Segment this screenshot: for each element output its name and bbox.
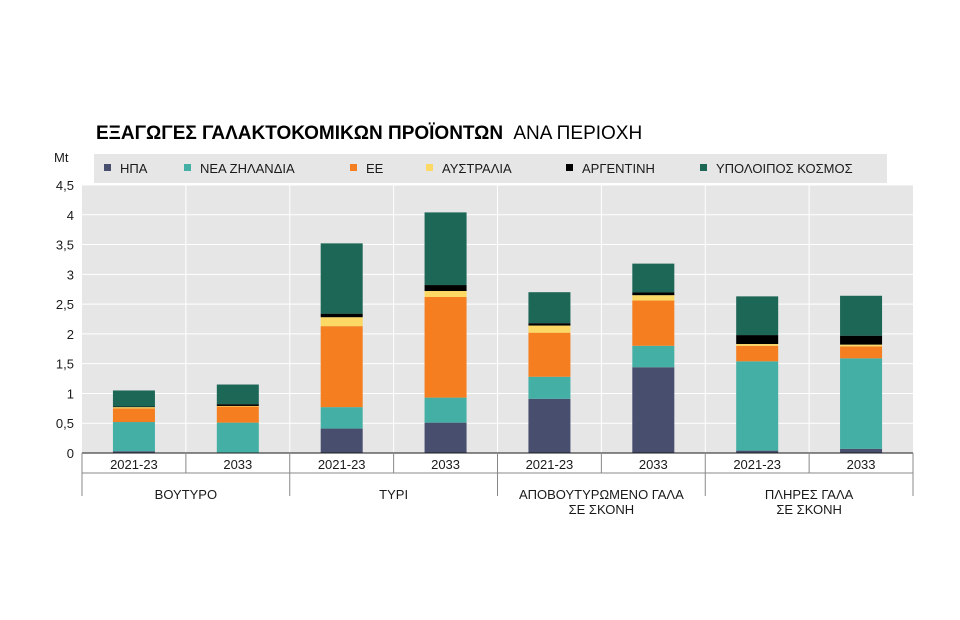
bar-segment [840,335,883,345]
bar-segment [216,405,259,407]
legend-swatch [104,164,111,171]
chart-title-bold: ΕΞΑΓΩΓΕΣ ΓΑΛΑΚΤΟΚΟΜΙΚΩΝ ΠΡΟΪΟΝΤΩΝ [96,123,503,144]
y-tick-label: 0 [67,446,74,461]
y-tick-label: 2,5 [56,297,74,312]
bar-segment [424,212,467,286]
bar-segment [112,406,155,408]
y-tick-label: 4 [67,208,74,223]
y-tick-label: 3,5 [56,238,74,253]
bar-segment [840,358,883,449]
legend-label: ΝΕΑ ΖΗΛΑΝΔΙΑ [200,161,295,176]
bar-segment [424,422,467,453]
group-label: ΣΕ ΣΚΟΝΗ [776,502,842,517]
bar-segment [632,345,675,368]
chart-title-rest: ΑΝΑ ΠΕΡΙΟΧΗ [513,123,642,144]
y-tick-label: 1 [67,386,74,401]
bar-segment [736,450,779,453]
bar-segment [112,422,155,452]
bar-segment [840,346,883,359]
legend-label: ΥΠΟΛΟΙΠΟΣ ΚΟΣΜΟΣ [716,161,853,176]
bars [112,212,883,453]
legend-label: ΑΥΣΤΡΑΛΙΑ [442,161,512,176]
bar-segment [528,376,571,399]
category-label: 2021-23 [733,457,781,472]
bar-segment [736,361,779,451]
bar-segment [320,326,363,408]
category-label: 2033 [847,457,876,472]
y-tick-label: 4,5 [56,178,74,193]
legend-swatch [426,164,433,171]
category-label: 2021-23 [110,457,158,472]
bar-segment [112,407,155,409]
bar-segment [216,406,259,423]
y-tick-label: 2 [67,327,74,342]
y-tick-label: 3 [67,267,74,282]
bar-segment [112,390,155,407]
x-axis: 2021-23 2033 ΒΟΥΤΥΡΟ 2021-23 2033 ΤΥΡΙ 2021-23… [81,452,914,517]
group-label: ΤΥΡΙ [379,487,408,502]
bar-segment [216,404,259,406]
bar-segment [424,285,467,292]
legend-label: ΑΡΓΕΝΤΙΝΗ [582,161,655,176]
bar-segment [424,296,467,398]
legend: ΗΠΑ ΝΕΑ ΖΗΛΑΝΔΙΑ ΕΕ ΑΥΣΤΡΑΛΙΑ ΑΡΓΕΝΤΙΝΗ ΥΠΟΛΟ… [104,161,853,176]
legend-background [94,154,887,183]
bar-segment [632,263,675,293]
bar-segment [320,317,363,327]
y-axis-ticks: 0 0,5 1 1,5 2 2,5 3 3,5 4 4,5 [56,178,74,461]
legend-label: ΕΕ [366,161,384,176]
legend-swatch [700,164,707,171]
chart-title: ΕΞΑΓΩΓΕΣ ΓΑΛΑΚΤΟΚΟΜΙΚΩΝ ΠΡΟΪΟΝΤΩΝ ΑΝΑ ΠΕ… [96,123,642,144]
bar-segment [528,398,571,453]
legend-label: ΗΠΑ [120,161,148,176]
group-label: ΒΟΥΤΥΡΟ [155,487,217,502]
bar-segment [736,296,779,336]
bar-segment [632,367,675,453]
y-tick-label: 0,5 [56,416,74,431]
category-label: 2021-23 [526,457,574,472]
bar-segment [216,384,259,405]
bar-segment [528,325,571,333]
legend-swatch [184,164,191,171]
bar-segment [216,422,259,453]
y-axis-unit: Mt [54,150,69,165]
bar-segment [632,300,675,346]
category-label: 2021-23 [318,457,366,472]
bar-segment [320,243,363,314]
bar-segment [320,407,363,429]
bar-segment [632,292,675,296]
group-label: ΣΕ ΣΚΟΝΗ [569,502,635,517]
bar-segment [112,408,155,423]
bar-segment [528,323,571,326]
bar-segment [320,313,363,318]
bar-segment [840,295,883,336]
legend-swatch [350,164,357,171]
bar-segment [840,344,883,347]
legend-swatch [566,164,573,171]
bar-segment [736,344,779,346]
bar-segment [736,335,779,345]
group-label: ΠΛΗΡΕΣ ΓΑΛΑ [765,487,854,502]
category-label: 2033 [223,457,252,472]
bar-segment [424,291,467,297]
y-tick-label: 1,5 [56,357,74,372]
category-label: 2033 [639,457,668,472]
bar-segment [424,397,467,423]
category-label: 2033 [431,457,460,472]
bar-segment [736,345,779,362]
bar-segment [320,428,363,453]
bar-segment [632,295,675,301]
bar-segment [840,448,883,453]
bar-segment [528,292,571,324]
group-label: ΑΠΟΒΟΥΤΥΡΩΜΕΝΟ ΓΑΛΑ [519,487,684,502]
bar-segment [528,332,571,377]
bar-segment [112,451,155,453]
